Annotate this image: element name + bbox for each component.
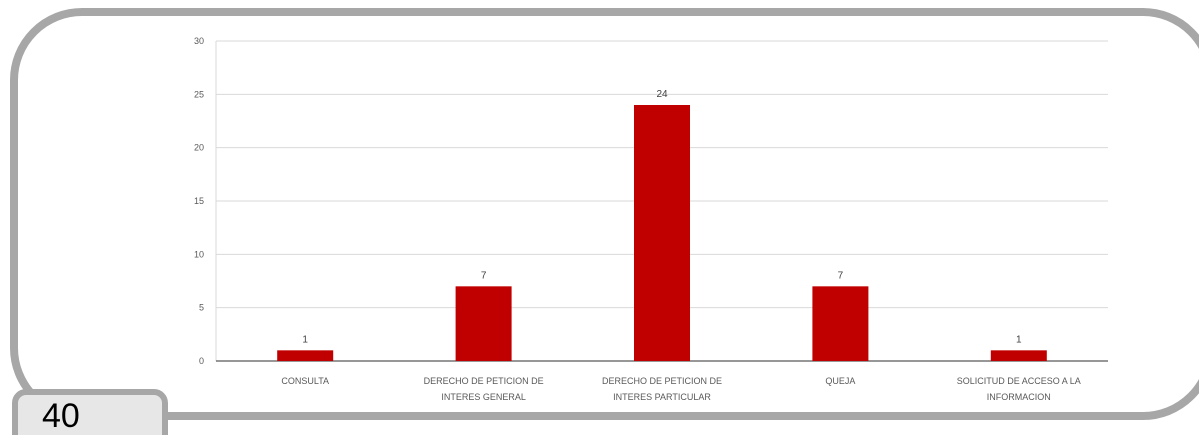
- y-tick-label: 0: [199, 356, 204, 366]
- x-tick-label: QUEJA: [825, 376, 855, 386]
- x-tick-label: DERECHO DE PETICION DE: [424, 376, 544, 386]
- y-tick-label: 15: [194, 196, 204, 206]
- page-number: 40: [42, 397, 80, 435]
- y-tick-label: 20: [194, 143, 204, 153]
- data-label: 7: [481, 270, 487, 281]
- x-tick-label: INTERES PARTICULAR: [613, 392, 711, 402]
- page-number-tab: [12, 389, 168, 435]
- y-tick-label: 5: [199, 303, 204, 313]
- x-tick-label: INTERES GENERAL: [441, 392, 526, 402]
- bar: [812, 286, 869, 361]
- data-label: 1: [1016, 334, 1022, 345]
- x-tick-label: DERECHO DE PETICION DE: [602, 376, 722, 386]
- data-label: 24: [656, 89, 668, 100]
- data-label: 7: [838, 270, 844, 281]
- data-label: 1: [302, 334, 308, 345]
- y-tick-label: 25: [194, 89, 204, 99]
- bar: [277, 350, 334, 361]
- bar: [455, 286, 512, 361]
- x-tick-label: CONSULTA: [281, 376, 329, 386]
- bar: [634, 105, 690, 361]
- x-tick-label: INFORMACION: [987, 392, 1051, 402]
- bar: [990, 350, 1047, 361]
- y-tick-label: 30: [194, 36, 204, 46]
- rounded-frame: [10, 8, 1199, 420]
- x-tick-label: SOLICITUD DE ACCESO A LA: [957, 376, 1081, 386]
- y-tick-label: 10: [194, 249, 204, 259]
